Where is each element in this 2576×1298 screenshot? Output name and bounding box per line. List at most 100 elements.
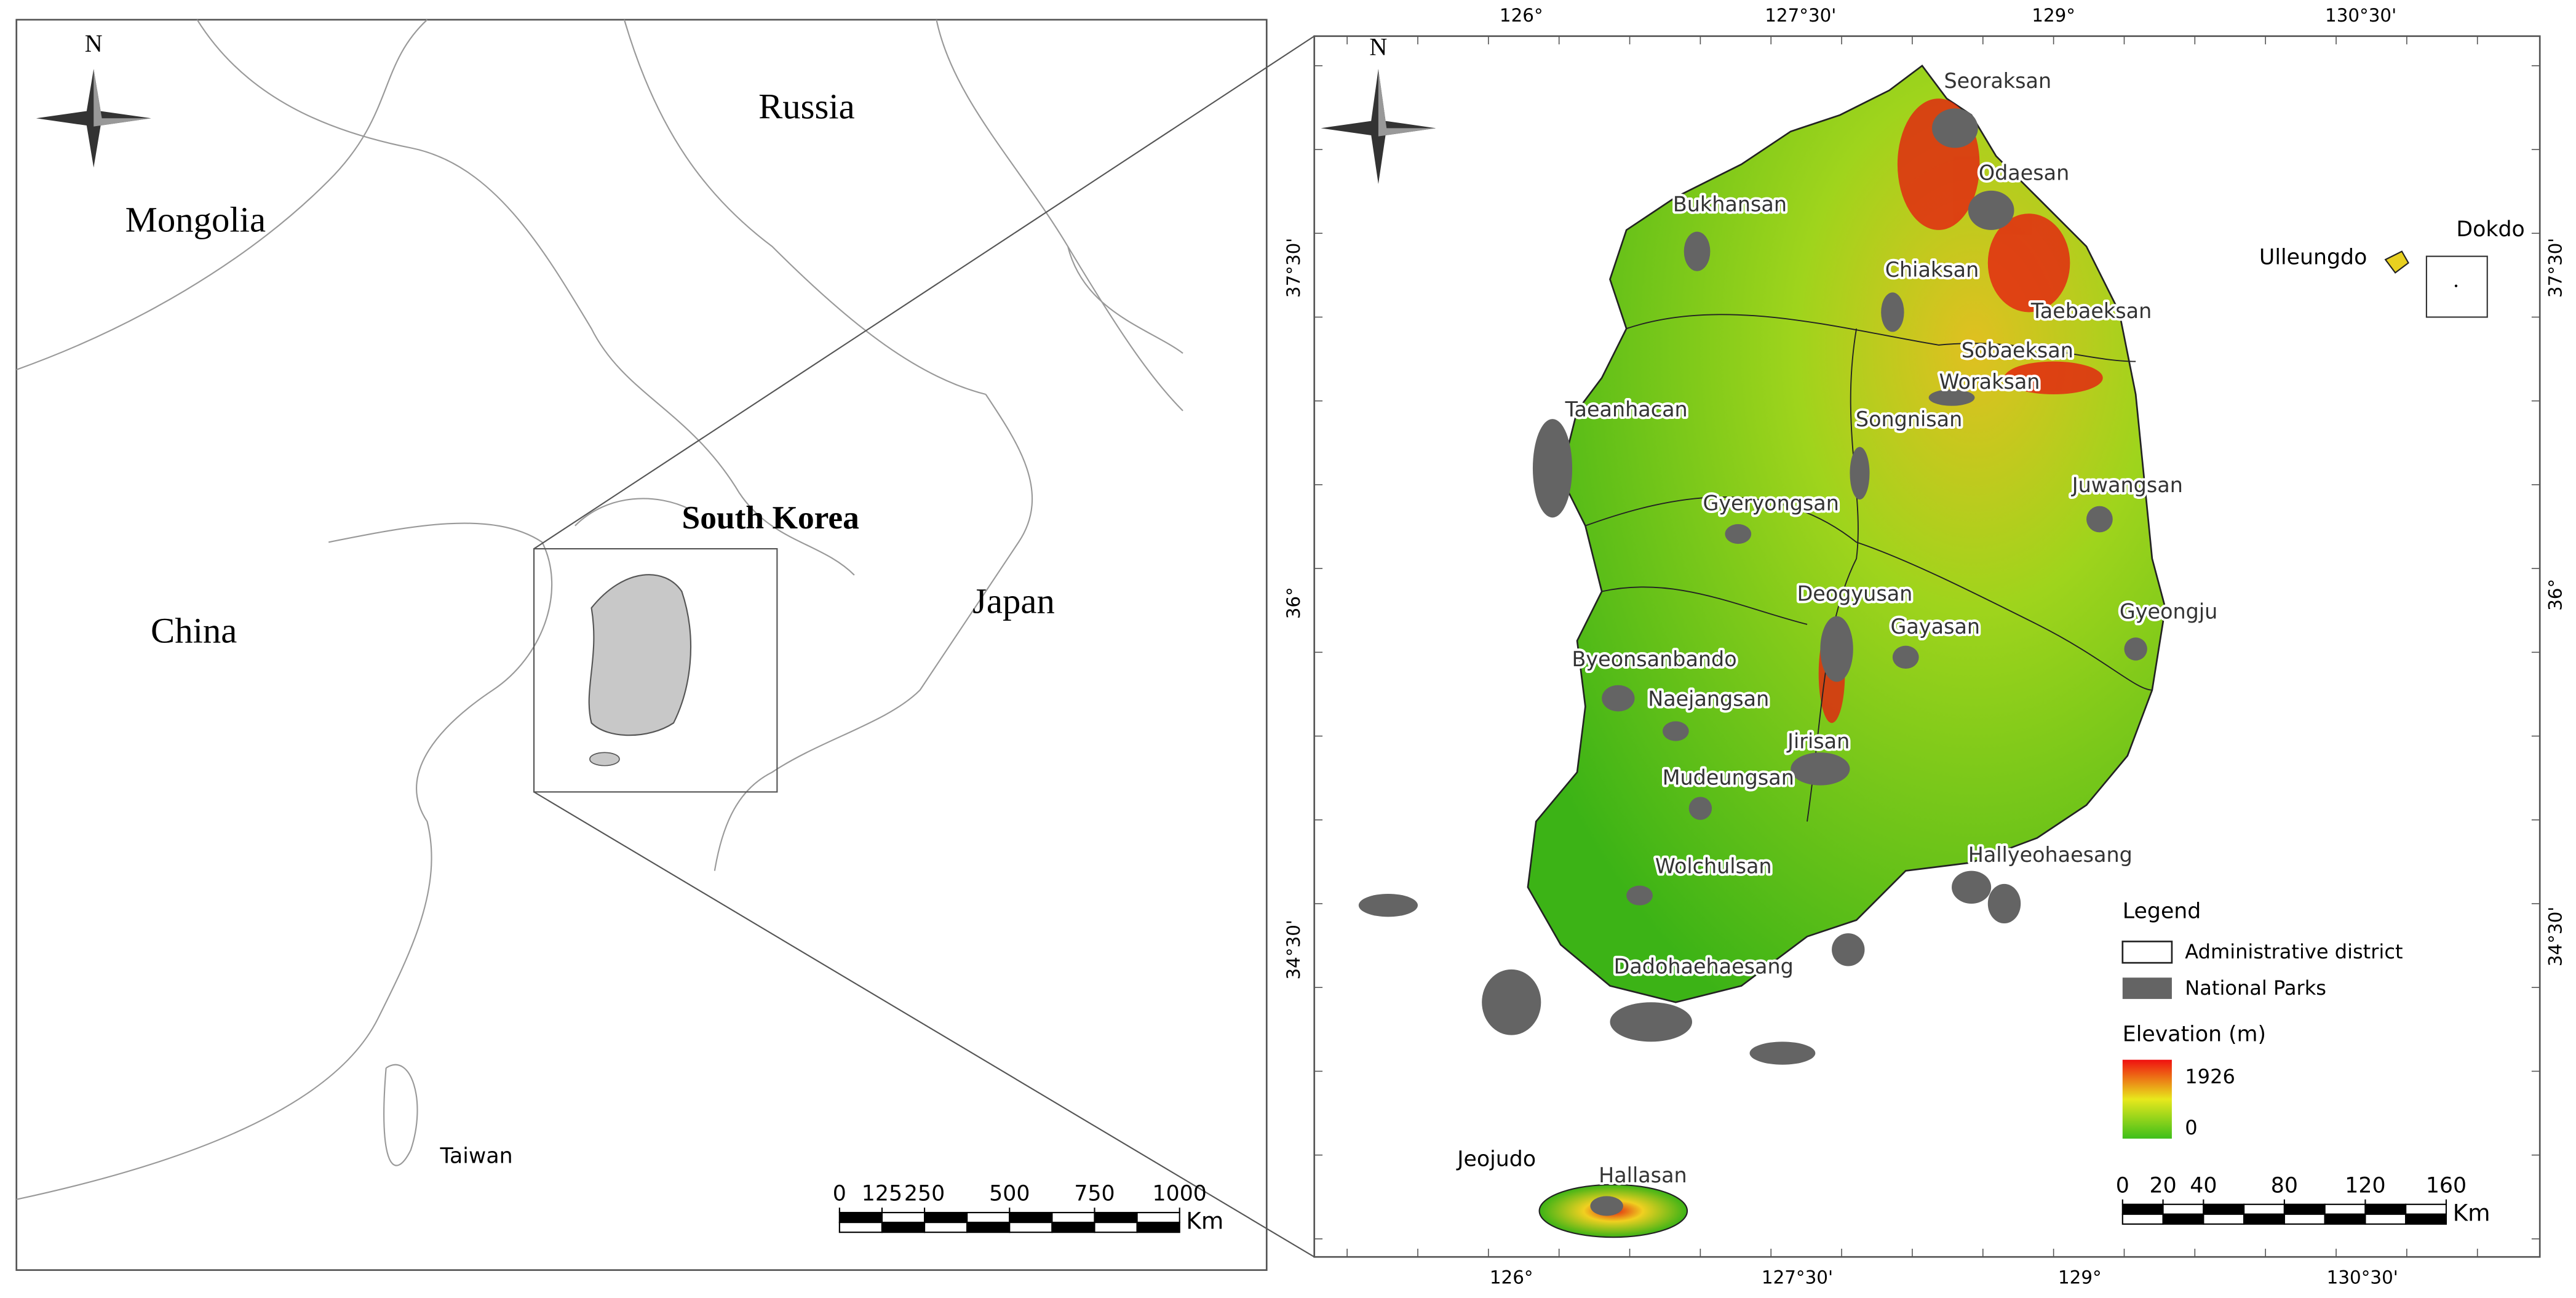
scale-segment — [923, 1222, 968, 1233]
legend-subtitle: Elevation (m) — [2123, 1022, 2266, 1047]
country-label: Taiwan — [440, 1144, 513, 1168]
scale-segment — [1094, 1212, 1138, 1224]
legend-min: 0 — [2185, 1116, 2197, 1139]
park-label: Bukhansan — [1673, 192, 1787, 216]
park-label: Jirisan — [1786, 730, 1850, 754]
scale-segment — [2162, 1203, 2204, 1215]
national-parks — [1358, 108, 2147, 1065]
graticule-label: 37°30' — [2545, 238, 2566, 298]
hallasan-park — [1590, 1196, 1623, 1216]
park-label: Wolchulsan — [1655, 854, 1772, 878]
park-label: Taebaeksan — [2030, 299, 2152, 323]
scale-segment — [2324, 1203, 2366, 1215]
graticule-label: 130°30' — [2325, 5, 2396, 26]
scale-unit: Km — [2453, 1199, 2491, 1226]
scale-label: 1000 — [1153, 1182, 1207, 1206]
scale-label: 120 — [2345, 1173, 2385, 1198]
legend-max: 1926 — [2185, 1065, 2235, 1088]
ulleungdo — [2384, 250, 2409, 274]
graticule-label: 36° — [1283, 587, 1304, 619]
scale-segment — [2324, 1213, 2366, 1225]
admin-boundaries — [1585, 314, 2152, 822]
park-label: Gayasan — [1891, 615, 1981, 639]
scale-segment — [2243, 1213, 2285, 1225]
place-label: Dokdo — [2456, 217, 2524, 242]
country-label: South Korea — [682, 499, 859, 536]
scale-segment — [2364, 1213, 2407, 1225]
park-label: Songnisan — [1856, 407, 1962, 431]
jeju-inset — [589, 752, 620, 766]
scale-segment — [923, 1212, 968, 1224]
scale-label: 250 — [904, 1182, 945, 1206]
park-label: Byeonsanbando — [1572, 647, 1737, 671]
graticule-label: 127°30' — [1762, 1267, 1833, 1288]
scale-segment — [2203, 1213, 2245, 1225]
dokdo — [2454, 284, 2458, 287]
country-label: Japan — [972, 581, 1055, 621]
legend-title: Legend — [2123, 899, 2201, 923]
graticule-label: 127°30' — [1765, 5, 1836, 26]
scale-segment — [2405, 1203, 2447, 1215]
park-label: Juwangsan — [2071, 473, 2183, 497]
park-label: Deogyusan — [1797, 581, 1913, 605]
scale-segment — [2203, 1203, 2245, 1215]
scale-segment — [2243, 1203, 2285, 1215]
park-label: Chiaksan — [1885, 258, 1979, 282]
scale-label: 20 — [2149, 1173, 2176, 1198]
country-label: China — [151, 610, 237, 650]
park-label: Sobaeksan — [1962, 338, 2073, 362]
scale-label: 160 — [2426, 1173, 2467, 1198]
scale-segment — [1094, 1222, 1138, 1233]
legend-item: Administrative district — [2185, 940, 2403, 963]
legend-park-swatch — [2122, 977, 2172, 999]
scale-segment — [1009, 1212, 1053, 1224]
scale-segment — [838, 1212, 883, 1224]
park-label: Seoraksan — [1944, 69, 2052, 93]
scale-segment — [1136, 1222, 1180, 1233]
dokdo-box — [2425, 255, 2488, 318]
north-arrow — [36, 69, 151, 168]
inset-box — [533, 548, 778, 793]
scale-segment — [966, 1222, 1011, 1233]
park-label: Taeanhacan — [1565, 397, 1688, 421]
legend-elevation-ramp — [2122, 1059, 2172, 1139]
graticule-label: 34°30' — [2545, 907, 2566, 966]
north-arrow — [1321, 69, 1436, 185]
scale-label: 0 — [2116, 1173, 2129, 1198]
scale-segment — [2121, 1213, 2164, 1225]
park-label: Gyeryongsan — [1703, 491, 1839, 515]
connector — [533, 791, 1315, 1258]
north-label: N — [85, 30, 103, 57]
scale-segment — [1051, 1212, 1095, 1224]
graticule-label: 129° — [2032, 5, 2075, 26]
graticule-label: 129° — [2058, 1267, 2102, 1288]
north-label: N — [1369, 33, 1387, 60]
connector — [533, 35, 1315, 549]
graticule-label: 126° — [1500, 5, 1543, 26]
graticule-label: 36° — [2545, 579, 2566, 611]
graticule-label: 130°30' — [2327, 1267, 2398, 1288]
coastlines — [16, 19, 1183, 1200]
scale-segment — [881, 1212, 926, 1224]
park-label: Dadohaehaesang — [1614, 955, 1794, 979]
scale-segment — [1009, 1222, 1053, 1233]
country-label: Russia — [758, 86, 855, 126]
scale-label: 500 — [989, 1182, 1030, 1206]
scale-segment — [2405, 1213, 2447, 1225]
park-label: Naejangsan — [1648, 687, 1769, 711]
park-label: Woraksan — [1939, 370, 2040, 394]
park-label: Hallyeohaesang — [1968, 843, 2133, 867]
scale-segment — [838, 1222, 883, 1233]
country-label: Mongolia — [125, 200, 266, 240]
legend-admin-swatch — [2121, 941, 2173, 964]
south-korea-inset — [588, 574, 692, 736]
scale-unit: Km — [1186, 1208, 1223, 1235]
scale-label: 750 — [1074, 1182, 1115, 1206]
graticule-label: 126° — [1490, 1267, 1533, 1288]
scale-label: 125 — [862, 1182, 902, 1206]
scale-segment — [966, 1212, 1011, 1224]
park-label: Odaesan — [1979, 161, 2069, 185]
scale-segment — [881, 1222, 926, 1233]
scale-segment — [2162, 1213, 2204, 1225]
